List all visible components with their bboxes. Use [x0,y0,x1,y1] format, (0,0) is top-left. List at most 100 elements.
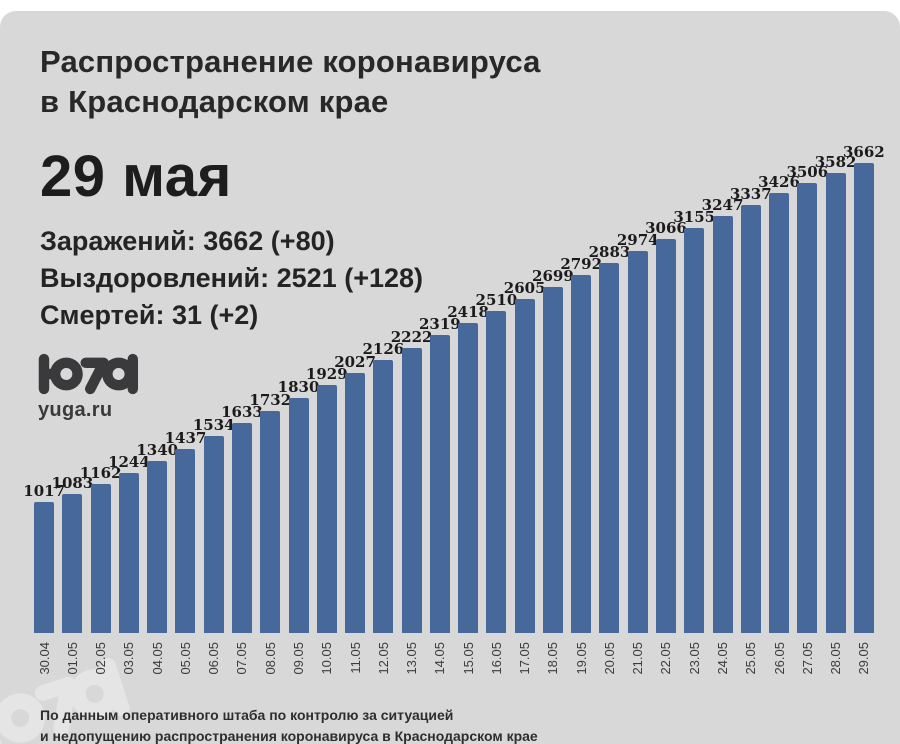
bar-value-label: 1083 [51,474,94,492]
x-axis-label: 01.05 [64,642,80,675]
source-note: По данным оперативного штаба по контролю… [40,705,538,744]
x-axis-label: 19.05 [573,642,589,675]
bar [514,299,535,633]
x-axis-label: 07.05 [234,642,250,675]
page-title-line1: Распространение коронавируса [40,44,541,79]
bar-value-label: 3426 [758,173,800,191]
bar [90,484,111,633]
x-axis-label: 25.05 [743,642,759,675]
stats-block: Заражений: 3662 (+80) Выздоровлений: 252… [40,223,423,334]
bar [825,173,846,633]
bar [260,411,281,633]
bar-chart: 1017 30.04 1083 01.05 1162 02.05 1244 03.05 1340… [23,145,885,692]
x-axis-label: 22.05 [658,642,674,675]
bar-column: 2510 16.05 [476,174,518,692]
infographic-card: Распространение коронавируса в Краснодарс… [0,11,900,744]
bar-column: 2027 11.05 [334,174,376,692]
x-axis-label: 17.05 [517,642,533,675]
bar-value-label: 3506 [786,163,829,181]
x-axis-label: 23.05 [686,642,702,675]
x-axis-label: 29.05 [856,642,872,675]
bar-column: 3662 29.05 [843,145,885,692]
bar-value-label: 2883 [588,243,631,261]
bar-value-label: 1162 [79,464,122,482]
bar [684,228,705,633]
bar [797,183,818,633]
x-axis-label: 03.05 [121,642,137,675]
bar-value-label: 2792 [560,255,603,273]
x-axis-label: 08.05 [262,642,278,675]
bar-column: 1929 10.05 [306,174,348,692]
bar-column: 3247 24.05 [702,174,744,692]
source-note-line2: и недопущению распространения коронавиру… [40,728,538,744]
bar-value-label: 1633 [221,403,263,421]
source-note-line1: По данным оперативного штаба по контролю… [40,707,454,723]
x-axis-label: 09.05 [291,642,307,675]
bar-value-label: 2605 [503,279,546,297]
bar-column: 1017 30.04 [23,174,65,692]
bar-column: 2792 19.05 [560,174,602,692]
x-axis-label: 10.05 [319,642,335,675]
x-axis-label: 11.05 [347,642,363,674]
bar-value-label: 2510 [475,291,518,309]
yuga-logo: yuga.ru [38,352,138,422]
yuga-logo-text: yuga.ru [38,399,113,421]
x-axis-label: 15.05 [460,642,476,675]
bar [542,287,563,633]
bar [486,311,507,633]
bar-column: 3066 22.05 [645,174,687,692]
bar [231,423,252,633]
bar-value-label: 3066 [645,219,687,237]
stat-infections: Заражений: 3662 (+80) [40,226,335,256]
bar-value-label: 1017 [23,482,66,500]
bar-column: 2126 12.05 [362,174,404,692]
bar-column: 1534 06.05 [193,174,235,692]
bar-column: 1633 07.05 [221,174,263,692]
x-axis-label: 18.05 [545,642,561,675]
bar [571,275,592,633]
x-axis-label: 16.05 [488,642,504,675]
bar-column: 2883 20.05 [589,174,631,692]
bar-value-label: 3155 [673,208,716,226]
bar-value-label: 2699 [532,267,574,285]
x-axis-label: 30.04 [36,642,52,675]
bar-value-label: 2974 [616,231,659,249]
bar-value-label: 1929 [305,365,348,383]
bar [740,205,761,633]
bar [627,251,648,633]
bar [853,163,874,633]
bar-column: 3426 26.05 [758,174,800,692]
bar-column: 2699 18.05 [532,174,574,692]
x-axis-label: 05.05 [177,642,193,675]
x-axis-label: 13.05 [404,642,420,675]
bar [769,193,790,633]
bar-value-label: 2319 [418,315,461,333]
bar [288,398,309,633]
x-axis-label: 27.05 [799,642,815,675]
bar [373,360,394,633]
bar-column: 1830 09.05 [278,174,320,692]
x-axis-label: 06.05 [206,642,222,675]
x-axis-label: 02.05 [93,642,109,675]
bar-value-label: 1732 [249,391,292,409]
bar [458,323,479,633]
bar [599,263,620,633]
bar-column: 2605 17.05 [504,174,546,692]
page-title: Распространение коронавируса в Краснодарс… [40,42,541,121]
bar-value-label: 3247 [701,196,744,214]
bar-value-label: 3662 [842,143,885,161]
bar [655,239,676,633]
bar-value-label: 2418 [447,303,489,321]
x-axis-label: 28.05 [828,642,844,675]
yuga-logo-icon [38,353,138,395]
bar-column: 2319 14.05 [419,174,461,692]
bar [345,373,366,633]
bar-value-label: 1437 [164,429,207,447]
bar-column: 1437 05.05 [165,174,207,692]
bar-column: 1732 08.05 [249,174,291,692]
bar-column: 1340 04.05 [136,174,178,692]
bar [203,436,224,633]
bar-column: 3506 27.05 [786,165,828,692]
stat-recoveries: Выздоровлений: 2521 (+128) [40,262,424,293]
